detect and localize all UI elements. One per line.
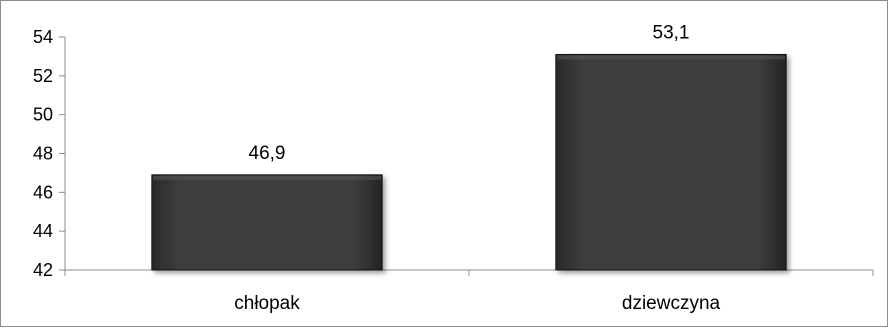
y-tick-label: 48	[33, 144, 53, 164]
y-tick-label: 54	[33, 27, 53, 47]
data-label: 53,1	[653, 22, 690, 43]
y-axis: 42 44 46 48 50 52 54	[33, 27, 66, 280]
y-tick-label: 52	[33, 66, 53, 86]
x-axis: chłopak dziewczyna	[64, 269, 874, 314]
bar-0	[151, 174, 383, 271]
bar-bevel	[556, 55, 786, 60]
y-tick-label: 46	[33, 182, 53, 202]
data-label: 46,9	[249, 143, 286, 164]
y-tick-label: 42	[33, 260, 53, 280]
y-tick-label: 44	[33, 221, 53, 241]
data-labels: 46,9 53,1	[249, 22, 690, 163]
bar-bevel	[152, 175, 382, 180]
bar-1	[555, 53, 787, 271]
category-label: chłopak	[234, 293, 300, 314]
y-tick-label: 50	[33, 105, 53, 125]
bars	[151, 53, 787, 271]
category-label: dziewczyna	[622, 293, 721, 314]
